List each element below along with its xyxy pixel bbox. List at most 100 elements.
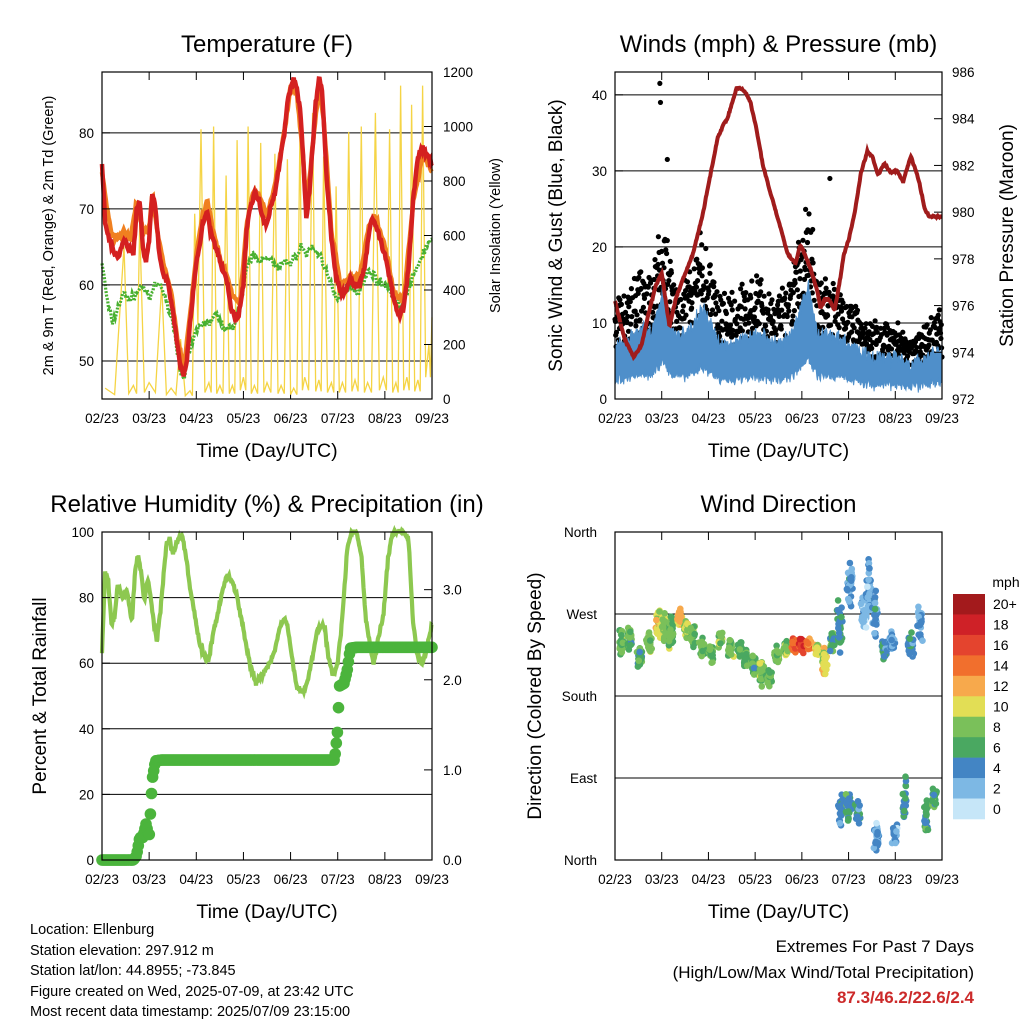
direction-point [626,634,634,641]
colorbar-level: 14 [993,658,1009,674]
direction-point [922,808,930,816]
gust-point [671,282,677,288]
gust-point [729,289,735,295]
direction-point [900,802,907,810]
gust-point [830,280,836,287]
station-info: Location: Ellenburg Station elevation: 2… [30,920,354,1023]
direction-point [848,565,856,573]
gust-point [825,313,831,319]
pressure-ytick-label: 974 [952,345,975,360]
gust-point [936,307,943,313]
rh-ytick-label: 100 [71,525,94,540]
direction-point [871,594,879,601]
pressure-ytick-label: 982 [952,158,975,173]
precip-ytick-label: 1.0 [443,763,462,778]
direction-point [653,616,660,624]
precip-point [329,748,342,760]
gust-point [803,206,809,212]
gust-point [666,278,672,284]
humidity-xlabel: Time (Day/UTC) [196,901,337,923]
gust-point [721,290,728,296]
direction-point [835,624,842,632]
dir-ytick-label: West [566,607,597,622]
extremes-values: 87.3/46.2/22.6/2.4 [836,988,974,1007]
direction-point [888,636,895,644]
gust-point [924,322,930,328]
gust-point [628,321,634,327]
gust-point [699,273,705,279]
gust-point [695,278,701,284]
gust-point [716,308,722,314]
direction-point [773,642,780,650]
gust-point [770,318,776,324]
direction-point [646,637,654,644]
winds-xtick-label: 06/23 [785,411,819,426]
gust-point [818,280,824,286]
gust-point [820,324,826,330]
direction-point [915,603,922,611]
gust-point [831,286,838,292]
gust-point [935,312,941,318]
direction-point [804,640,812,647]
temperature-xtick-label: 04/23 [179,411,213,426]
solar-ytick-label: 200 [443,338,466,353]
winds-xtick-label: 07/23 [832,411,866,426]
direction-point [800,649,807,657]
direction-point [636,648,643,656]
colorbar-swatch [953,675,985,697]
gust-point [773,331,779,338]
gust-point [732,298,738,304]
colorbar-swatch [953,655,985,677]
direction-point [635,657,643,664]
gust-point [792,280,798,286]
gust-point [743,290,749,296]
gust-point [840,300,846,306]
temp-2m-line [99,76,434,377]
gust-point [655,234,662,240]
gust-point [811,297,817,303]
direction-point [661,610,668,617]
gust-point [749,278,755,284]
gust-point [693,284,700,290]
direction-point [749,652,756,660]
colorbar-swatch [953,594,985,615]
humidity-xtick-label: 03/23 [132,872,166,887]
temperature-title: Temperature (F) [181,31,353,58]
gust-point [849,329,855,335]
gust-point [739,281,745,287]
colorbar-swatch [953,778,985,799]
direction-xtick-label: 09/23 [925,872,959,887]
precip-point [330,737,343,749]
direction-point [656,608,663,615]
colorbar-level: 18 [993,617,1009,633]
direction-panel: Wind Direction Time (Day/UTC) 02/23 03/23 04… [525,491,959,923]
temp-ytick-label: 60 [79,278,94,293]
direction-point [789,638,796,646]
station-elevation: Station elevation: 297.912 m [30,942,214,959]
gust-point [707,262,713,268]
colorbar-level: 12 [993,678,1009,694]
direction-point [774,658,782,666]
colorbar-swatch [953,614,985,636]
gust-point [756,321,762,327]
gust-point [802,267,808,273]
colorbar-level: 2 [993,780,1001,796]
humidity-xtick-label: 02/23 [85,872,119,887]
direction-point [645,629,653,636]
gust-point [657,99,664,106]
direction-point [773,647,781,654]
precip-points [96,641,438,866]
direction-point [766,669,774,676]
direction-point [822,654,830,661]
rh-ytick-label: 80 [79,591,94,606]
direction-point [906,635,914,642]
direction-point [627,641,634,649]
direction-point [870,620,878,627]
precip-point [144,808,157,820]
gust-point [674,318,680,324]
gust-point [634,312,640,318]
gust-point [822,276,829,282]
winds-xtick-label: 02/23 [598,411,632,426]
colorbar-level: 20+ [993,596,1017,612]
solar-ylabel: Solar Insolation (Yellow) [488,158,504,313]
